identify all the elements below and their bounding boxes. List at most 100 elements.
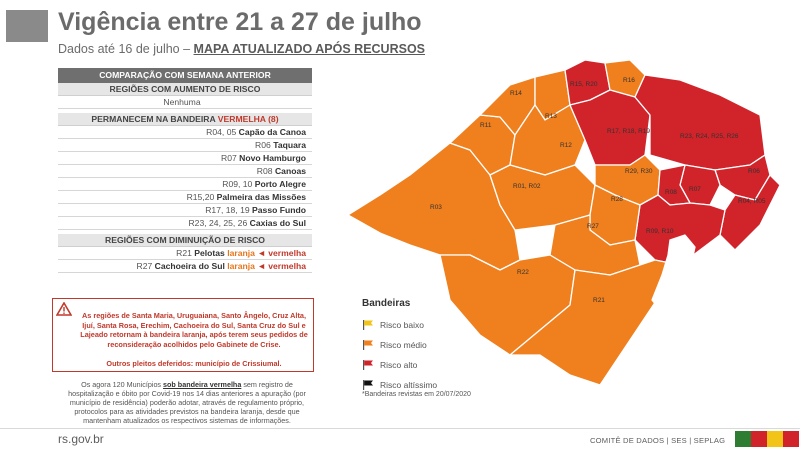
arrow-left-icon: ◄ — [257, 261, 266, 271]
revised-note: *Bandeiras revistas em 20/07/2020 — [362, 391, 471, 398]
region-label: R09, R10 — [646, 228, 674, 235]
region-label: R01, R02 — [513, 183, 541, 190]
remain-row: R07 Novo Hamburgo — [58, 152, 312, 165]
flag-from: laranja — [227, 261, 255, 271]
decrease-row: R21 Pelotas laranja ◄ vermelha — [58, 247, 312, 260]
comparison-table: COMPARAÇÃO COM SEMANA ANTERIOR REGIÕES C… — [58, 68, 312, 273]
flag-icon — [363, 320, 373, 330]
region-name: Pelotas — [194, 248, 225, 258]
region-label: R17, R18, R19 — [607, 128, 650, 135]
brand-stripe-yellow — [767, 431, 783, 447]
site-link[interactable]: rs.gov.br — [58, 432, 104, 446]
region-label: R15, R20 — [570, 81, 598, 88]
remain-heading-prefix: PERMANECEM NA BANDEIRA — [91, 114, 216, 124]
flag-icon — [363, 340, 373, 350]
region-codes: R06 — [255, 140, 271, 150]
region-name: Taquara — [273, 140, 306, 150]
map-region-r23-r26[interactable] — [634, 74, 766, 171]
arrow-left-icon: ◄ — [257, 248, 266, 258]
region-label: R29, R30 — [625, 168, 653, 175]
legend-label: Risco médio — [380, 340, 427, 350]
region-codes: R17, 18, 19 — [205, 205, 250, 215]
region-name: Caxias do Sul — [249, 218, 306, 228]
region-label: R21 — [593, 297, 605, 304]
brand-stripe-green — [735, 431, 751, 447]
decrease-row: R27 Cachoeira do Sul laranja ◄ vermelha — [58, 260, 312, 273]
lagoa-dos-patos — [651, 234, 696, 311]
region-name: Porto Alegre — [254, 179, 306, 189]
region-label: R23, R24, R25, R26 — [680, 133, 739, 140]
increase-row: Nenhuma — [58, 96, 312, 109]
remain-heading: PERMANECEM NA BANDEIRA VERMELHA (8) — [58, 113, 312, 126]
comparison-heading: COMPARAÇÃO COM SEMANA ANTERIOR — [58, 68, 312, 83]
alert-box: As regiões de Santa Maria, Uruguaiana, S… — [52, 298, 314, 372]
region-label: R28 — [611, 196, 623, 203]
region-map: R15, R20 R16 R14 R13 R11 R17, R18, R19 R… — [347, 59, 780, 386]
note-suffix: sem registro de hospitalização e óbito p… — [68, 380, 306, 425]
remain-heading-flag: VERMELHA (8) — [217, 114, 279, 124]
brand-stripe-red-2 — [783, 431, 799, 447]
region-name: Canoas — [274, 166, 306, 176]
footer-credits: COMITÊ DE DADOS | SES | SEPLAG — [590, 436, 726, 445]
legend-item-very-high: Risco altíssimo — [362, 375, 502, 395]
remain-row: R06 Taquara — [58, 139, 312, 152]
page-subtitle: Dados até 16 de julho – MAPA ATUALIZADO … — [58, 42, 425, 56]
region-codes: R07 — [221, 153, 237, 163]
decrease-heading: REGIÕES COM DIMINUIÇÃO DE RISCO — [58, 234, 312, 247]
region-codes: R27 — [136, 261, 153, 271]
alert-text-extra: Outros pleitos deferidos: município de C… — [106, 359, 282, 368]
legend-item-low: Risco baixo — [362, 315, 502, 335]
flag-icon — [363, 380, 373, 390]
region-name: Novo Hamburgo — [239, 153, 306, 163]
map-region-r21[interactable] — [509, 259, 681, 386]
flag-legend: Bandeiras Risco baixo Risco médio Risco … — [362, 298, 502, 395]
map-region-r09-r10[interactable] — [634, 194, 726, 266]
remain-row: R09, 10 Porto Alegre — [58, 178, 312, 191]
region-label: R11 — [480, 122, 492, 129]
region-label: R22 — [517, 269, 529, 276]
legend-item-medium: Risco médio — [362, 335, 502, 355]
legend-title: Bandeiras — [362, 298, 411, 309]
region-name: Passo Fundo — [252, 205, 306, 215]
region-label: R08 — [665, 189, 677, 196]
region-codes: R23, 24, 25, 26 — [188, 218, 248, 228]
page-title: Vigência entre 21 a 27 de julho — [58, 8, 422, 36]
region-label: R07 — [689, 186, 701, 193]
warning-triangle-icon — [56, 302, 72, 316]
flag-to: vermelha — [268, 248, 306, 258]
region-label: R16 — [623, 77, 635, 84]
region-codes: R08 — [256, 166, 273, 176]
remain-row: R17, 18, 19 Passo Fundo — [58, 204, 312, 217]
note-prefix: Os agora 120 Municípios — [81, 380, 162, 389]
remain-row: R04, 05 Capão da Canoa — [58, 126, 312, 139]
municipality-note: Os agora 120 Municípios sob bandeira ver… — [58, 380, 316, 425]
region-label: R04, R05 — [738, 198, 766, 205]
note-emphasis: sob bandeira vermelha — [163, 380, 242, 389]
flag-icon — [363, 360, 373, 370]
brand-stripe-red — [751, 431, 767, 447]
legend-item-high: Risco alto — [362, 355, 502, 375]
region-name: Cachoeira do Sul — [154, 261, 225, 271]
region-name: Capão da Canoa — [238, 127, 306, 137]
flag-to: vermelha — [268, 261, 306, 271]
region-codes: R15,20 — [186, 192, 215, 202]
region-codes: R21 — [176, 248, 192, 258]
region-label: R27 — [587, 223, 599, 230]
remain-row: R23, 24, 25, 26 Caxias do Sul — [58, 217, 312, 230]
region-codes: R04, 05 — [206, 127, 237, 137]
header-accent-bar — [6, 10, 48, 42]
region-label: R12 — [560, 142, 572, 149]
region-codes: R09, 10 — [222, 179, 253, 189]
footer-divider — [0, 428, 800, 429]
legend-label: Risco baixo — [380, 320, 424, 330]
region-name: Palmeira das Missões — [216, 192, 306, 202]
increase-heading: REGIÕES COM AUMENTO DE RISCO — [58, 83, 312, 96]
legend-label: Risco altíssimo — [380, 380, 438, 390]
flag-from: laranja — [227, 248, 255, 258]
region-label: R13 — [545, 113, 557, 120]
remain-row: R08 Canoas — [58, 165, 312, 178]
subtitle-updated-link[interactable]: MAPA ATUALIZADO APÓS RECURSOS — [193, 42, 426, 56]
region-label: R03 — [430, 204, 442, 211]
map-region-r17-r19[interactable] — [569, 89, 651, 166]
subtitle-date: Dados até 16 de julho – — [58, 42, 191, 56]
